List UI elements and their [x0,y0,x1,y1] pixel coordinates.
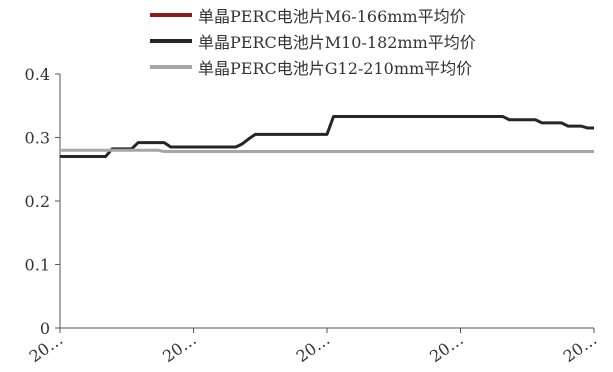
legend: 单晶PERC电池片M6-166mm平均价 单晶PERC电池片M10-182mm平… [150,2,476,80]
axes [55,73,595,333]
y-tick-label: 0.4 [25,65,50,84]
series-line-2 [60,148,594,153]
legend-label-g12: 单晶PERC电池片G12-210mm平均价 [198,59,473,78]
legend-label-m10: 单晶PERC电池片M10-182mm平均价 [198,33,476,52]
x-tick-label: 20… [560,330,601,366]
tick-labels: 0 0.1 0.2 0.3 0.4 20… 20… 20… 20… 20… [25,65,601,366]
y-tick-label: 0.1 [25,256,50,275]
x-tick-label: 20… [159,330,200,366]
legend-item-m6: 单晶PERC电池片M6-166mm平均价 [150,2,476,28]
x-tick-label: 20… [426,330,467,366]
y-tick-label: 0 [40,319,50,338]
legend-swatch-m10 [150,39,192,43]
legend-swatch-m6 [150,13,192,17]
legend-item-m10: 单晶PERC电池片M10-182mm平均价 [150,28,476,54]
legend-label-m6: 单晶PERC电池片M6-166mm平均价 [198,7,466,26]
legend-item-g12: 单晶PERC电池片G12-210mm平均价 [150,54,476,80]
series-line-1 [60,115,594,159]
x-tick-label: 20… [26,330,67,366]
y-tick-label: 0.2 [25,192,50,211]
y-tick-label: 0.3 [25,129,50,148]
series-lines [60,115,594,159]
x-tick-label: 20… [293,330,334,366]
legend-swatch-g12 [150,65,192,69]
